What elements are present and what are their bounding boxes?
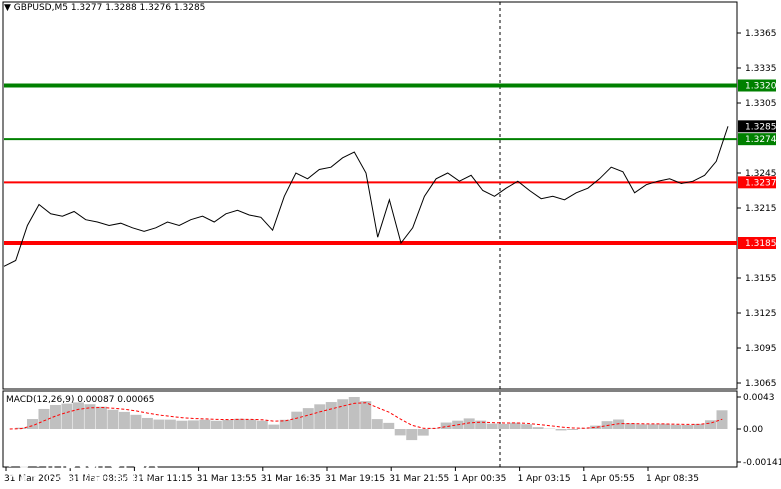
price-series-line xyxy=(3,126,729,267)
macd-histogram-bar xyxy=(256,420,268,429)
macd-histogram-bar xyxy=(463,418,475,429)
macd-histogram-bar xyxy=(509,422,521,429)
macd-histogram-bar xyxy=(233,418,245,429)
price-axis-label: 1.3215 xyxy=(745,204,777,214)
macd-histogram-bar xyxy=(371,419,383,429)
time-axis-label: 1 Apr 08:35 xyxy=(646,474,699,484)
macd-histogram-bar xyxy=(245,419,257,429)
price-axis-label: 1.3245 xyxy=(745,169,777,179)
macd-histogram-bar xyxy=(624,423,636,429)
time-axis-label: 1 Apr 00:35 xyxy=(453,474,506,484)
macd-histogram-bar xyxy=(532,427,544,429)
macd-histogram-bar xyxy=(325,402,337,429)
level-price-tag xyxy=(738,237,776,249)
macd-histogram-bar xyxy=(360,401,372,429)
macd-histogram-bar xyxy=(636,424,648,429)
price-axis-label: 1.3335 xyxy=(745,64,777,74)
macd-histogram-bar xyxy=(302,408,314,429)
macd-histogram-bar xyxy=(61,403,73,429)
macd-histogram-bar xyxy=(659,423,671,429)
macd-histogram-bar xyxy=(210,420,222,429)
macd-histogram-bar xyxy=(268,424,280,429)
level-price-tag xyxy=(738,133,776,146)
macd-histogram-bar xyxy=(199,419,211,429)
current-price-tag xyxy=(738,120,776,133)
macd-histogram-bar xyxy=(187,420,199,429)
macd-histogram-bar xyxy=(314,404,326,429)
macd-histogram-bar xyxy=(406,429,418,441)
time-axis-label: 31 Mar 08:35 xyxy=(68,474,128,484)
time-axis-label: 31 Mar 16:35 xyxy=(261,474,321,484)
symbol-label: GBPUSD,M5 xyxy=(13,3,68,13)
price-axis-label: 1.3095 xyxy=(745,344,777,354)
level-price-label: 1.3237 xyxy=(745,178,777,188)
macd-histogram-bar xyxy=(337,399,349,429)
time-axis-label: 1 Apr 03:15 xyxy=(518,474,571,484)
macd-histogram-bar xyxy=(176,420,188,429)
price-axis-label: 1.3365 xyxy=(745,29,777,39)
time-axis-label: 31 Mar 21:55 xyxy=(389,474,449,484)
macd-histogram-bar xyxy=(440,422,452,429)
time-axis-label: 1 Apr 05:55 xyxy=(582,474,635,484)
macd-histogram-bar xyxy=(38,408,50,429)
macd-histogram-bar xyxy=(693,423,705,429)
macd-histogram-bar xyxy=(348,397,360,429)
macd-histogram-bar xyxy=(417,429,429,436)
macd-axis-label: 0.00 xyxy=(743,425,763,435)
macd-histogram-bar xyxy=(647,424,659,429)
macd-histogram-bar xyxy=(383,422,395,429)
macd-histogram-bar xyxy=(394,429,406,436)
macd-histogram-bar xyxy=(72,402,84,429)
time-axis-label: 31 Mar 2025 xyxy=(4,474,61,484)
macd-signal-line xyxy=(9,402,723,430)
price-axis-label: 1.3155 xyxy=(745,274,777,284)
time-axis-label: 31 Mar 11:15 xyxy=(132,474,192,484)
macd-histogram-bar xyxy=(486,423,498,429)
macd-histogram-bar xyxy=(279,419,291,429)
macd-histogram-bar xyxy=(26,419,38,429)
macd-histogram-bar xyxy=(84,404,96,429)
chart-header: ▼ GBPUSD,M5 1.3277 1.3288 1.3276 1.3285 xyxy=(4,3,205,13)
macd-axis-label: -0.00141 xyxy=(743,458,781,468)
macd-histogram-bar xyxy=(475,420,487,429)
time-axis-label: 31 Mar 13:55 xyxy=(197,474,257,484)
macd-histogram-bar xyxy=(682,424,694,429)
current-price-label: 1.3285 xyxy=(745,122,777,132)
watermark-tagline: Instant Forex Trading xyxy=(46,474,152,485)
price-axis-label: 1.3305 xyxy=(745,99,777,109)
macd-histogram-bar xyxy=(498,423,510,429)
macd-histogram-bar xyxy=(590,425,602,429)
level-price-tag xyxy=(738,176,776,189)
level-price-label: 1.3185 xyxy=(745,239,777,249)
level-price-tag xyxy=(738,79,776,92)
triangle-down-icon[interactable]: ▼ xyxy=(4,3,11,13)
macd-histogram-bar xyxy=(49,404,61,429)
macd-histogram-bar xyxy=(130,414,142,429)
level-price-label: 1.3274 xyxy=(745,135,777,145)
macd-histogram-bar xyxy=(118,411,130,429)
macd-histogram-bar xyxy=(555,429,567,431)
price-axis-label: 1.3125 xyxy=(745,309,777,319)
macd-histogram-bar xyxy=(164,419,176,429)
macd-histogram-bar xyxy=(153,419,165,429)
macd-histogram-bar xyxy=(613,419,625,429)
time-axis-label: 31 Mar 19:15 xyxy=(325,474,385,484)
watermark-brand: instaforex xyxy=(44,446,159,474)
macd-axis-label: 0.0043 xyxy=(743,393,775,403)
macd-histogram-bar xyxy=(521,424,533,429)
macd-histogram-bar xyxy=(705,420,717,429)
macd-histogram-bar xyxy=(567,429,579,430)
macd-histogram-bar xyxy=(107,409,119,429)
macd-histogram-bar xyxy=(291,411,303,429)
macd-label: MACD(12,26,9) 0.00087 0.00065 xyxy=(6,395,155,405)
macd-histogram-bar xyxy=(141,417,153,429)
macd-histogram-bar xyxy=(222,419,234,429)
instaforex-logo xyxy=(7,447,41,481)
macd-histogram-bar xyxy=(95,406,107,429)
level-price-label: 1.3320 xyxy=(745,82,777,92)
ohlc-label: 1.3277 1.3288 1.3276 1.3285 xyxy=(70,3,206,13)
price-axis-label: 1.3065 xyxy=(745,379,777,389)
macd-histogram-bar xyxy=(670,424,682,429)
